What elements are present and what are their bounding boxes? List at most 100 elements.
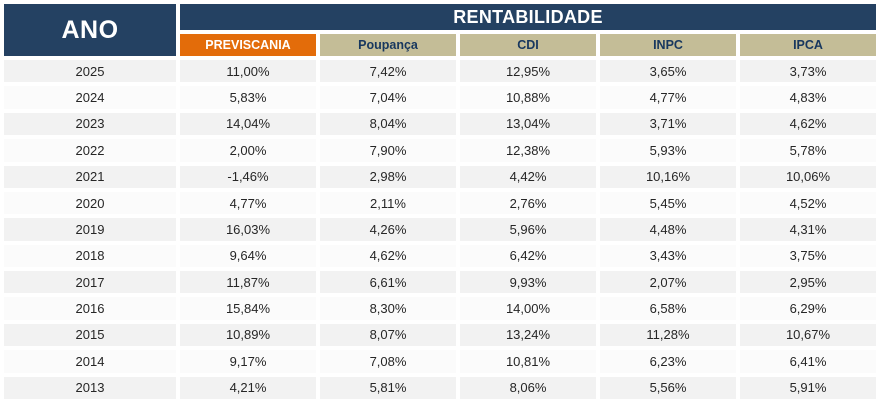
value-cell: 7,08% [320, 350, 456, 373]
value-cell: 8,04% [320, 112, 456, 136]
year-cell: 2013 [4, 376, 176, 399]
value-cell: 2,98% [320, 165, 456, 188]
value-cell: 10,81% [460, 350, 596, 373]
value-cell: 11,87% [180, 271, 316, 294]
value-cell: 11,28% [600, 323, 736, 347]
column-header-previscania: PREVISCANIA [180, 34, 316, 56]
value-cell: 4,42% [460, 165, 596, 188]
value-cell: 7,04% [320, 86, 456, 109]
value-cell: 2,00% [180, 139, 316, 162]
year-cell: 2021 [4, 165, 176, 188]
table-row: 2022 2,00% 7,90% 12,38% 5,93% 5,78% [4, 139, 876, 162]
value-cell: 12,95% [460, 60, 596, 83]
table-title: RENTABILIDADE [180, 4, 876, 30]
year-cell: 2025 [4, 60, 176, 83]
value-cell: 5,93% [600, 139, 736, 162]
year-cell: 2015 [4, 323, 176, 347]
value-cell: 5,78% [740, 139, 876, 162]
value-cell: 5,81% [320, 376, 456, 399]
table-row: 2014 9,17% 7,08% 10,81% 6,23% 6,41% [4, 350, 876, 373]
value-cell: 4,31% [740, 218, 876, 241]
column-header-ipca: IPCA [740, 34, 876, 56]
value-cell: 13,04% [460, 112, 596, 136]
value-cell: 9,93% [460, 271, 596, 294]
value-cell: 10,16% [600, 165, 736, 188]
value-cell: 10,06% [740, 165, 876, 188]
value-cell: 10,67% [740, 323, 876, 347]
value-cell: 15,84% [180, 297, 316, 320]
column-header-cdi: CDI [460, 34, 596, 56]
value-cell: 11,00% [180, 60, 316, 83]
table-row: 2024 5,83% 7,04% 10,88% 4,77% 4,83% [4, 86, 876, 109]
value-cell: 2,95% [740, 271, 876, 294]
value-cell: 7,90% [320, 139, 456, 162]
value-cell: 5,96% [460, 218, 596, 241]
table-row: 2015 10,89% 8,07% 13,24% 11,28% 10,67% [4, 323, 876, 347]
value-cell: 6,58% [600, 297, 736, 320]
value-cell: 4,83% [740, 86, 876, 109]
value-cell: 7,42% [320, 60, 456, 83]
value-cell: 5,45% [600, 191, 736, 215]
table-row: 2019 16,03% 4,26% 5,96% 4,48% 4,31% [4, 218, 876, 241]
value-cell: -1,46% [180, 165, 316, 188]
value-cell: 9,17% [180, 350, 316, 373]
value-cell: 4,62% [320, 244, 456, 267]
year-column-header: ANO [4, 4, 176, 56]
value-cell: 3,75% [740, 244, 876, 267]
value-cell: 2,11% [320, 191, 456, 215]
year-cell: 2016 [4, 297, 176, 320]
value-cell: 6,29% [740, 297, 876, 320]
value-cell: 8,30% [320, 297, 456, 320]
column-header-poupanca: Poupança [320, 34, 456, 56]
value-cell: 2,07% [600, 271, 736, 294]
value-cell: 4,26% [320, 218, 456, 241]
value-cell: 3,43% [600, 244, 736, 267]
table-row: 2025 11,00% 7,42% 12,95% 3,65% 3,73% [4, 60, 876, 83]
year-cell: 2022 [4, 139, 176, 162]
value-cell: 10,88% [460, 86, 596, 109]
value-cell: 4,48% [600, 218, 736, 241]
table-header: ANO RENTABILIDADE PREVISCANIA Poupança C… [4, 4, 876, 56]
table-row: 2021 -1,46% 2,98% 4,42% 10,16% 10,06% [4, 165, 876, 188]
value-cell: 4,21% [180, 376, 316, 399]
value-cell: 8,07% [320, 323, 456, 347]
table-row: 2020 4,77% 2,11% 2,76% 5,45% 4,52% [4, 191, 876, 215]
year-cell: 2014 [4, 350, 176, 373]
value-cell: 14,00% [460, 297, 596, 320]
value-cell: 4,77% [600, 86, 736, 109]
table-row: 2017 11,87% 6,61% 9,93% 2,07% 2,95% [4, 271, 876, 294]
year-cell: 2020 [4, 191, 176, 215]
value-cell: 9,64% [180, 244, 316, 267]
value-cell: 6,41% [740, 350, 876, 373]
year-cell: 2018 [4, 244, 176, 267]
value-cell: 13,24% [460, 323, 596, 347]
value-cell: 10,89% [180, 323, 316, 347]
value-cell: 5,83% [180, 86, 316, 109]
year-cell: 2019 [4, 218, 176, 241]
value-cell: 3,71% [600, 112, 736, 136]
table-body: 2025 11,00% 7,42% 12,95% 3,65% 3,73% 202… [4, 60, 876, 399]
table-row: 2013 4,21% 5,81% 8,06% 5,56% 5,91% [4, 376, 876, 399]
value-cell: 4,77% [180, 191, 316, 215]
value-cell: 5,56% [600, 376, 736, 399]
value-cell: 4,52% [740, 191, 876, 215]
year-cell: 2017 [4, 271, 176, 294]
value-cell: 8,06% [460, 376, 596, 399]
table-row: 2023 14,04% 8,04% 13,04% 3,71% 4,62% [4, 112, 876, 136]
value-cell: 2,76% [460, 191, 596, 215]
year-cell: 2023 [4, 112, 176, 136]
value-cell: 14,04% [180, 112, 316, 136]
value-cell: 3,73% [740, 60, 876, 83]
value-cell: 6,42% [460, 244, 596, 267]
value-cell: 5,91% [740, 376, 876, 399]
table-row: 2018 9,64% 4,62% 6,42% 3,43% 3,75% [4, 244, 876, 267]
table-row: 2016 15,84% 8,30% 14,00% 6,58% 6,29% [4, 297, 876, 320]
column-header-inpc: INPC [600, 34, 736, 56]
value-cell: 12,38% [460, 139, 596, 162]
value-cell: 6,61% [320, 271, 456, 294]
value-cell: 4,62% [740, 112, 876, 136]
year-cell: 2024 [4, 86, 176, 109]
value-cell: 16,03% [180, 218, 316, 241]
value-cell: 3,65% [600, 60, 736, 83]
